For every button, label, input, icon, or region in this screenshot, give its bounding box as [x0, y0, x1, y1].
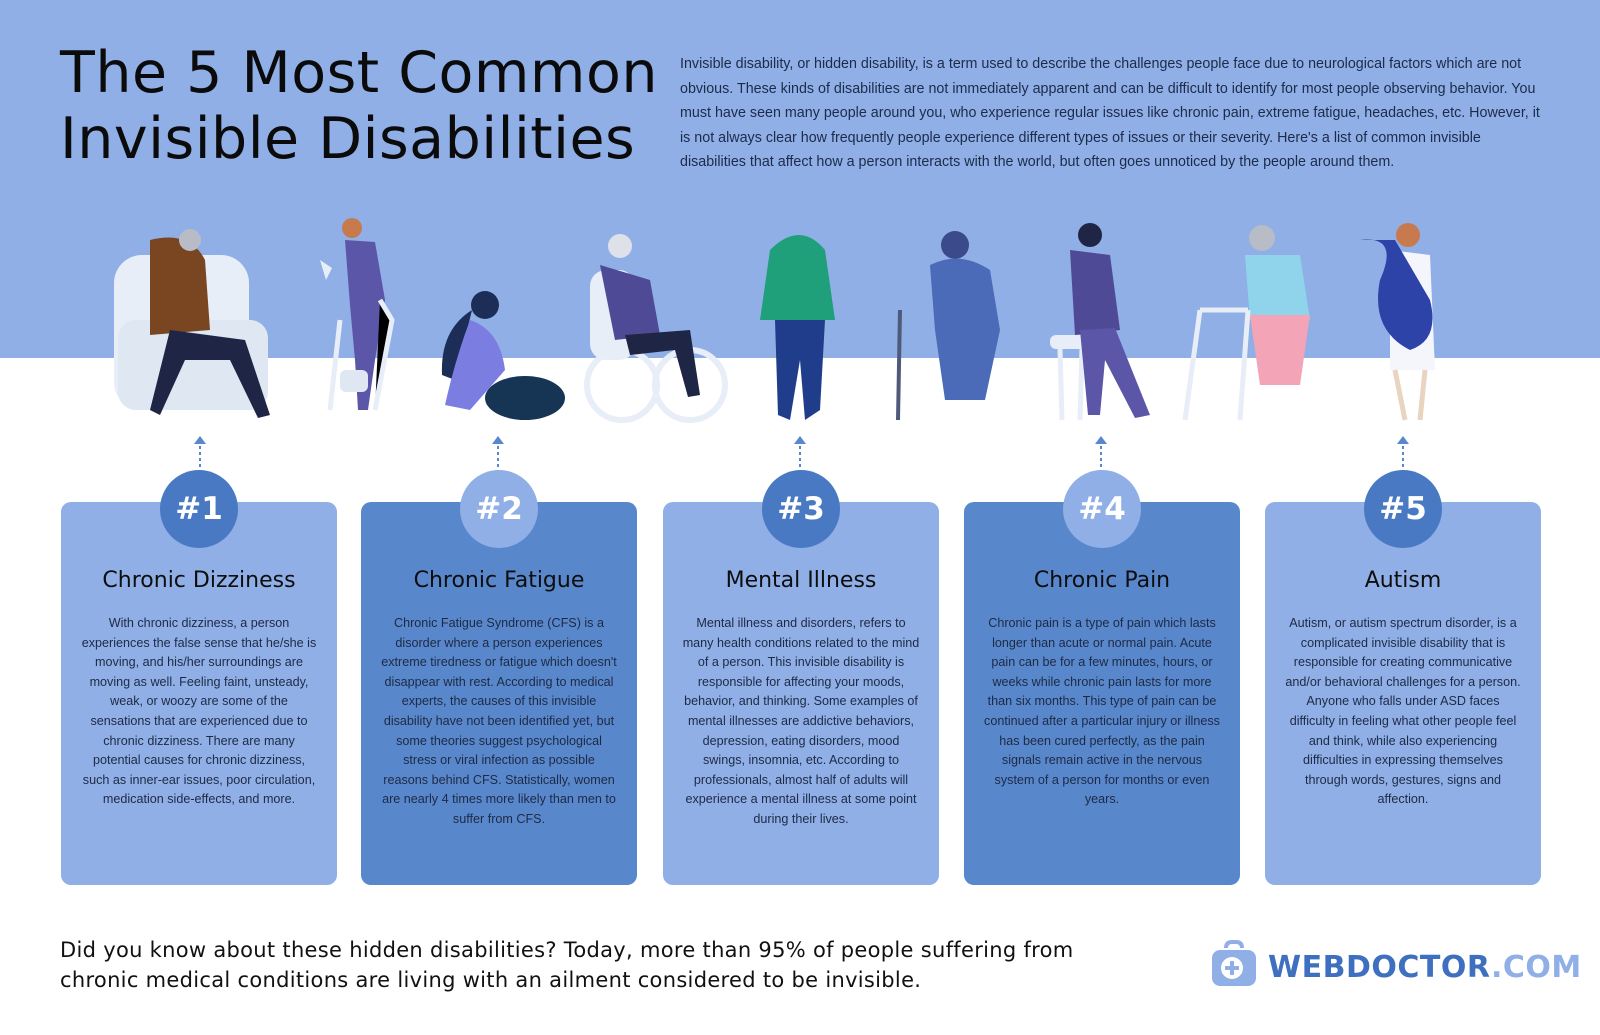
arrow-2 — [492, 436, 504, 472]
card-title: Chronic Fatigue — [413, 568, 585, 593]
figure-wheelchair-woman — [584, 234, 728, 423]
card-mental-illness: Mental Illness Mental illness and disord… — [663, 502, 939, 885]
card-body: Autism, or autism spectrum disorder, is … — [1285, 616, 1521, 807]
card-title: Autism — [1364, 568, 1442, 593]
title-line-2: Invisible Disabilities — [60, 106, 636, 172]
figure-cloth-woman — [1360, 223, 1435, 421]
figure-sitting-woman — [441, 291, 565, 420]
arrow-1 — [194, 436, 206, 472]
arrow-5 — [1397, 436, 1409, 472]
card-body: Mental illness and disorders, refers to … — [682, 616, 920, 826]
card-autism: Autism Autism, or autism spectrum disord… — [1265, 502, 1541, 885]
badge-4: #4 — [1063, 470, 1141, 548]
logo-text-webdoctor: WEBDOCTOR — [1268, 950, 1491, 985]
figure-walker-woman — [1182, 225, 1310, 421]
card-chronic-dizziness: Chronic Dizziness With chronic dizziness… — [61, 502, 337, 885]
figure-cane-man — [896, 231, 1000, 421]
arrow-3 — [794, 436, 806, 472]
badge-1: #1 — [160, 470, 238, 548]
figure-stool-man — [1050, 223, 1150, 421]
badge-5: #5 — [1364, 470, 1442, 548]
footer-text: Did you know about these hidden disabili… — [60, 938, 1074, 992]
figure-crutch-man — [320, 218, 395, 411]
figure-hoodie-person — [760, 235, 835, 420]
card-title: Mental Illness — [725, 568, 877, 593]
figure-dizzy-man — [114, 229, 270, 418]
badge-3: #3 — [762, 470, 840, 548]
card-title: Chronic Dizziness — [102, 568, 296, 593]
logo-text: WEBDOCTOR.COM — [1268, 950, 1582, 985]
card-body: Chronic Fatigue Syndrome (CFS) is a diso… — [381, 616, 617, 826]
card-chronic-pain: Chronic Pain Chronic pain is a type of p… — [964, 502, 1240, 885]
intro-paragraph: Invisible disability, or hidden disabili… — [680, 56, 1540, 170]
medical-bag-icon — [1212, 940, 1256, 986]
webdoctor-logo: WEBDOCTOR.COM — [1210, 940, 1581, 996]
badge-2: #2 — [460, 470, 538, 548]
card-title: Chronic Pain — [1033, 568, 1171, 593]
card-body: With chronic dizziness, a person experie… — [81, 616, 317, 807]
card-chronic-fatigue: Chronic Fatigue Chronic Fatigue Syndrome… — [361, 502, 637, 885]
card-body: Chronic pain is a type of pain which las… — [984, 616, 1220, 807]
logo-text-com: .COM — [1491, 950, 1582, 985]
arrow-4 — [1095, 436, 1107, 472]
people-illustration — [114, 218, 1435, 423]
page-title: The 5 Most Common Invisible Disabilities — [60, 40, 660, 172]
title-line-1: The 5 Most Common — [60, 40, 658, 106]
